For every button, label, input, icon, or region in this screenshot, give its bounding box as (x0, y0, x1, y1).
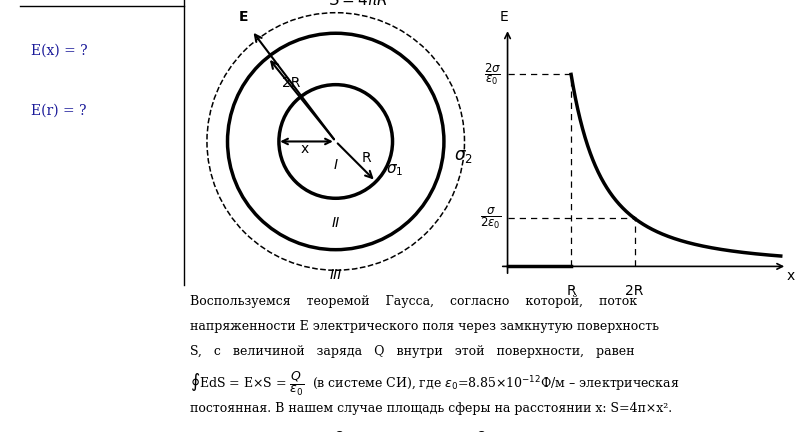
Text: R: R (361, 151, 371, 165)
Text: напряженности E электрического поля через замкнутую поверхность: напряженности E электрического поля чере… (191, 320, 659, 333)
Text: III: III (330, 268, 342, 283)
Text: E(r) = ?: E(r) = ? (31, 104, 86, 118)
Text: $\sigma_2$: $\sigma_2$ (453, 147, 473, 165)
Text: 2R: 2R (282, 76, 301, 90)
Text: x: x (301, 143, 309, 156)
Text: E(x) = ?: E(x) = ? (31, 43, 87, 57)
Text: Поэтому  E$\times$4π$\times$x$^2$ = $\dfrac{Q}{\varepsilon_0}$.  Или же  E = $\d: Поэтому E$\times$4π$\times$x$^2$ = $\dfr… (191, 430, 666, 432)
Text: II: II (331, 216, 340, 230)
Text: I: I (334, 158, 338, 172)
Text: Воспользуемся    теоремой    Гаусса,    согласно    которой,    поток: Воспользуемся теоремой Гаусса, согласно … (191, 295, 638, 308)
Text: E: E (500, 10, 509, 25)
Text: R: R (566, 284, 576, 298)
Text: $\oint$EdS = E$\times$S = $\dfrac{Q}{\varepsilon_0}$  (в системе СИ), где $\vare: $\oint$EdS = E$\times$S = $\dfrac{Q}{\va… (191, 370, 680, 398)
Text: E: E (239, 10, 249, 24)
Text: $\dfrac{\sigma}{2\varepsilon_0}$: $\dfrac{\sigma}{2\varepsilon_0}$ (480, 206, 501, 231)
Text: S,   с   величиной   заряда   Q   внутри   этой   поверхности,   равен: S, с величиной заряда Q внутри этой пове… (191, 345, 635, 358)
Text: x: x (787, 269, 795, 283)
Text: $S=4\pi R^2$: $S=4\pi R^2$ (330, 0, 396, 9)
Text: $\dfrac{2\sigma}{\varepsilon_0}$: $\dfrac{2\sigma}{\varepsilon_0}$ (484, 61, 501, 87)
Text: постоянная. В нашем случае площадь сферы на расстоянии x: S=4π×x².: постоянная. В нашем случае площадь сферы… (191, 403, 672, 416)
Text: 2R: 2R (625, 284, 644, 298)
Text: $\sigma_1$: $\sigma_1$ (385, 162, 403, 178)
